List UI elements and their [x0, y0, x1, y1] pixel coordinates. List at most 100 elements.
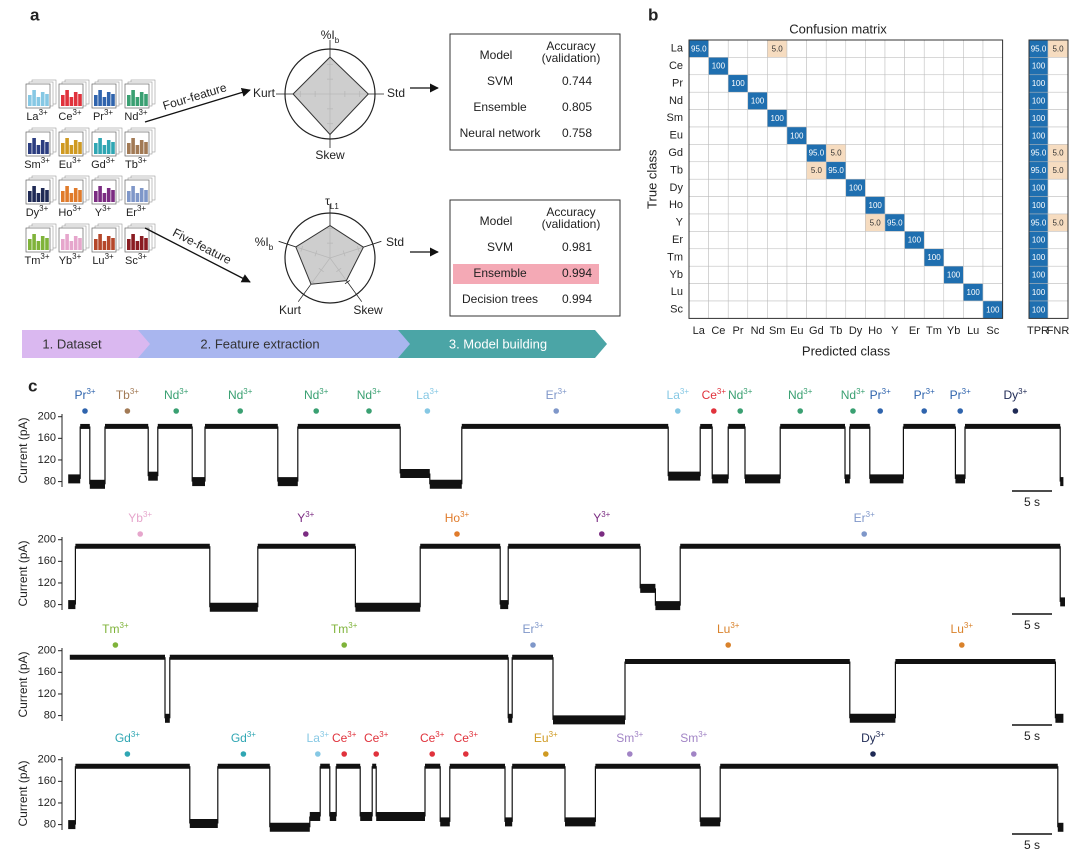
- y-tick-label: 80: [44, 818, 56, 830]
- y-tick-label: 120: [38, 797, 56, 809]
- matrix-cell: [708, 196, 729, 215]
- matrix-cell: [963, 196, 984, 215]
- matrix-cell: [845, 300, 866, 319]
- matrix-cell: [747, 161, 768, 180]
- matrix-cell: [865, 144, 886, 163]
- ion-dot: [341, 751, 348, 757]
- row-label: Nd: [669, 95, 683, 107]
- matrix-cell: [963, 248, 984, 267]
- icon-label-sup: 3+: [72, 108, 81, 117]
- matrix-cell: [845, 283, 866, 302]
- matrix-cell: [727, 161, 749, 180]
- icon-label: Sc3+: [125, 252, 147, 267]
- matrix-cell: [865, 300, 886, 319]
- icon-label-main: Eu: [59, 159, 72, 171]
- icon-label: Yb3+: [59, 252, 82, 267]
- icon-bar: [36, 97, 41, 106]
- icon-bar: [73, 140, 78, 154]
- matrix-cell: [688, 91, 709, 110]
- icon-bar: [94, 95, 98, 106]
- matrix-cell: [747, 57, 768, 76]
- cell-value: 100: [1032, 97, 1046, 106]
- matrix-cell: [884, 231, 905, 250]
- ion-dot: [82, 408, 88, 414]
- matrix-cell: [982, 109, 1003, 128]
- matrix-cell: [767, 300, 788, 319]
- ion-dot: [237, 408, 243, 414]
- table-model: SVM: [487, 74, 513, 88]
- matrix-cell: [923, 300, 945, 319]
- cell-value: 100: [967, 288, 981, 297]
- matrix-cell: [845, 231, 866, 250]
- matrix-cell: [923, 196, 945, 215]
- icon-bar: [98, 234, 102, 250]
- ion-label-sup: 3+: [86, 387, 95, 396]
- cell-value: 95.0: [1031, 218, 1047, 227]
- radar-label-main: Std: [386, 235, 404, 249]
- matrix-cell: [982, 57, 1003, 76]
- ion-label: Dy3+: [861, 730, 885, 746]
- ion-label-main: Nd: [788, 388, 803, 402]
- matrix-cell: [963, 144, 984, 163]
- col-label: Ho: [868, 325, 882, 337]
- icon-bar: [69, 193, 74, 202]
- ion-dot: [675, 408, 681, 414]
- icon-bar: [40, 236, 45, 250]
- matrix-cell: [825, 231, 847, 250]
- cell-value: 100: [731, 79, 745, 88]
- ion-dot: [424, 408, 431, 414]
- ion-label-main: Nd: [304, 388, 319, 402]
- cell-value: 5.0: [870, 218, 882, 227]
- matrix-cell: [845, 109, 866, 128]
- ion-label-main: Nd: [357, 388, 372, 402]
- icon-label-sup: 3+: [102, 204, 111, 213]
- row-label: Y: [676, 217, 684, 229]
- ion-dot: [530, 642, 536, 648]
- icon-bar: [131, 90, 135, 106]
- ion-label: Y3+: [297, 510, 314, 526]
- matrix-cell: [786, 196, 807, 215]
- icon-label: Lu3+: [92, 252, 114, 267]
- ion-dot: [1012, 408, 1019, 414]
- ion-label-main: Sm: [616, 731, 634, 745]
- matrix-cell: [806, 196, 827, 215]
- matrix-cell: [865, 91, 886, 110]
- matrix-ylabel: True class: [644, 149, 659, 209]
- ion-label-sup: 3+: [247, 730, 256, 739]
- matrix-cell: [1047, 231, 1069, 250]
- matrix-cell: [688, 265, 709, 284]
- icon-label: Sm3+: [24, 156, 50, 171]
- icon-bar: [111, 238, 115, 250]
- icon-bar: [36, 193, 41, 202]
- ion-dot: [240, 751, 247, 757]
- ion-label-main: Pr: [950, 388, 962, 402]
- rate-header: TPR: [1027, 325, 1049, 337]
- table-accuracy: 0.744: [562, 74, 592, 88]
- matrix-cell: [845, 248, 866, 267]
- matrix-cell: [747, 126, 768, 145]
- icon-bar: [69, 145, 74, 154]
- matrix-cell: [963, 265, 984, 284]
- matrix-cell: [963, 74, 984, 93]
- icon-bar: [65, 138, 69, 154]
- radar-label-main: Skew: [353, 303, 383, 317]
- matrix-title: Confusion matrix: [789, 21, 887, 36]
- pipeline-step: [22, 330, 162, 358]
- matrix-cell: [786, 213, 807, 232]
- icon-bar: [98, 186, 102, 202]
- matrix-cell: [825, 300, 847, 319]
- matrix-cell: [845, 57, 866, 76]
- matrix-cell: [825, 57, 847, 76]
- matrix-cell: [727, 196, 749, 215]
- cell-value: 100: [751, 97, 765, 106]
- icon-label-sup: 3+: [104, 108, 113, 117]
- ion-label-main: Pr: [74, 388, 86, 402]
- ion-label: Ce3+: [454, 730, 479, 746]
- ion-label-sup: 3+: [634, 730, 643, 739]
- icon-bar: [102, 241, 107, 250]
- matrix-cell: [767, 74, 788, 93]
- matrix-cell: [963, 231, 984, 250]
- matrix-cell: [767, 126, 788, 145]
- table-accuracy: 0.994: [562, 266, 592, 280]
- matrix-cell: [708, 39, 729, 58]
